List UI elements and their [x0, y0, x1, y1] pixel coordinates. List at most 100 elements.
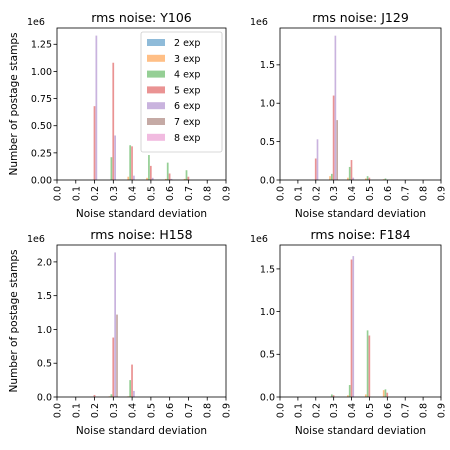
bar — [384, 389, 387, 397]
bar — [330, 394, 333, 397]
axes-frame — [279, 27, 442, 181]
y-tick-label: 1.0 — [260, 307, 275, 318]
legend-entry: 2 exp — [174, 38, 200, 49]
chart-panel-1: 0.0 0.1 0.2 0.3 0.4 0.5 0.6 0.7 0.8 0.9 0.00 0.25 0.… — [8, 10, 233, 220]
y-offset-label: 1e6 — [27, 17, 45, 28]
x-tick-label: 0.1 — [293, 186, 304, 201]
bar — [314, 158, 317, 180]
y-tick-label: 0.0 — [37, 392, 52, 403]
y-tick-label: 0.5 — [260, 350, 275, 361]
bar — [364, 394, 367, 397]
legend-entry: 4 exp — [174, 70, 200, 81]
bar — [364, 178, 367, 180]
x-tick-label: 0.8 — [419, 186, 430, 201]
bar — [114, 135, 116, 180]
legend-entry: 3 exp — [174, 54, 200, 65]
bar — [334, 35, 337, 181]
bar — [352, 256, 355, 397]
bar — [183, 178, 186, 180]
bar — [129, 145, 132, 180]
chart-panel-2: 0.0 0.1 0.2 0.3 0.4 0.5 0.6 0.7 0.8 0.9 0.0 0.5 1.0 1… — [250, 10, 448, 220]
bar — [116, 314, 118, 397]
bar — [93, 394, 96, 397]
chart-panel-3: 0.0 0.1 0.2 0.3 0.4 0.5 0.6 0.7 0.8 0.9 0.0 0.5 1.0 1… — [8, 227, 233, 437]
x-tick-label: 0.5 — [146, 403, 157, 418]
bar — [93, 106, 96, 180]
bar — [185, 170, 188, 180]
bar — [166, 162, 169, 180]
y-tick-label: 1.5 — [260, 264, 275, 275]
bar — [164, 178, 167, 180]
x-tick-label: 0.2 — [90, 403, 101, 418]
legend-swatch — [147, 70, 165, 78]
x-tick-label: 0.9 — [222, 186, 233, 201]
x-tick-label: 0.4 — [128, 186, 139, 201]
y-tick-label: 0.0 — [260, 392, 275, 403]
x-tick-label: 0.6 — [165, 403, 176, 418]
legend-entry: 8 exp — [174, 133, 200, 144]
x-tick-label: 0.8 — [203, 403, 214, 418]
x-tick-label: 0.1 — [71, 186, 82, 201]
legend-entry: 5 exp — [174, 85, 200, 96]
x-tick-label: 0.5 — [146, 186, 157, 201]
bar — [129, 380, 132, 397]
y-tick-label: 0.5 — [260, 137, 275, 148]
y-tick-label: 1.5 — [37, 291, 52, 302]
y-tick-label: 1.0 — [260, 99, 275, 110]
legend-swatch — [147, 86, 165, 94]
bar — [382, 390, 385, 397]
bar — [131, 364, 133, 397]
x-tick-label: 0.4 — [347, 403, 358, 418]
x-tick-label: 0.2 — [311, 186, 322, 201]
x-axis-label: Noise standard deviation — [295, 208, 426, 220]
y-tick-label: 1.0 — [37, 325, 52, 336]
x-tick-label: 0.3 — [329, 403, 340, 418]
bar — [332, 395, 335, 397]
y-tick-label: 0.75 — [31, 94, 52, 105]
x-tick-label: 0.3 — [329, 186, 340, 201]
x-tick-label: 0.4 — [128, 403, 139, 418]
axes-frame — [56, 27, 227, 181]
x-tick-label: 0.5 — [365, 186, 376, 201]
x-tick-label: 0.0 — [276, 186, 287, 201]
bar — [368, 177, 371, 180]
bar — [347, 177, 349, 180]
x-tick-label: 0.8 — [203, 186, 214, 201]
y-offset-label: 1e6 — [250, 17, 268, 28]
bar — [386, 392, 389, 397]
bar — [148, 155, 150, 180]
bar — [347, 395, 349, 397]
bar — [348, 385, 351, 397]
legend-entry: 6 exp — [174, 101, 200, 112]
bar — [127, 176, 130, 180]
bar — [352, 177, 355, 180]
x-tick-label: 0.1 — [293, 403, 304, 418]
bar — [170, 178, 173, 180]
bar — [133, 175, 135, 180]
x-tick-label: 0.2 — [90, 186, 101, 201]
bar — [348, 166, 351, 180]
bar — [110, 394, 113, 397]
legend: 2 exp 3 exp 4 exp 5 exp 6 exp 7 exp 8 exp — [140, 31, 223, 153]
y-offset-label: 1e6 — [250, 234, 268, 245]
x-tick-label: 0.4 — [347, 186, 358, 201]
bar — [131, 146, 133, 180]
x-tick-label: 0.7 — [184, 403, 195, 418]
bar — [384, 178, 387, 180]
y-axis-label: Number of postage stamps — [8, 250, 20, 393]
bar — [95, 35, 98, 180]
y-tick-label: 0.00 — [31, 175, 52, 186]
bar — [168, 173, 171, 180]
bar — [316, 139, 319, 180]
bar — [366, 330, 369, 397]
panel-title: rms noise: J129 — [312, 10, 409, 25]
y-tick-label: 0.50 — [31, 121, 52, 132]
bar — [329, 176, 331, 180]
x-tick-label: 0.6 — [383, 403, 394, 418]
legend-swatch — [147, 102, 165, 110]
y-tick-label: 1.25 — [31, 40, 52, 51]
x-tick-label: 0.6 — [165, 186, 176, 201]
bar — [330, 173, 333, 180]
axes-frame — [279, 244, 442, 398]
